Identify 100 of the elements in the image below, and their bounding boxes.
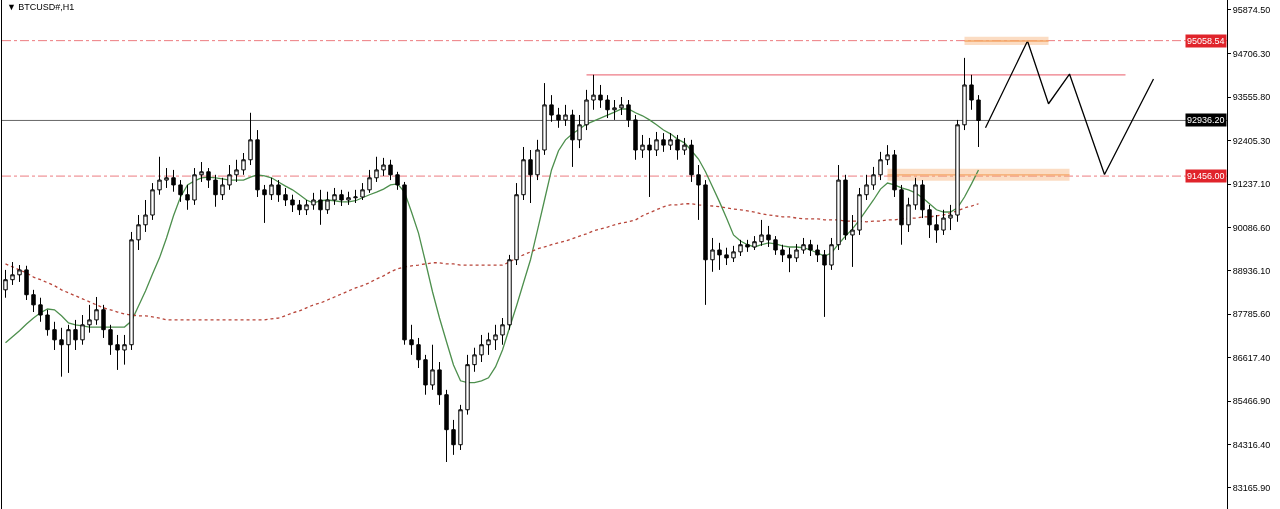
candlestick bbox=[409, 324, 414, 356]
candlestick bbox=[101, 304, 106, 339]
candlestick bbox=[773, 235, 778, 256]
y-tick-label: 85466.90 bbox=[1232, 396, 1271, 407]
candlestick bbox=[906, 197, 911, 233]
candlestick bbox=[605, 94, 610, 119]
candlestick bbox=[283, 187, 288, 207]
candlestick bbox=[472, 347, 477, 373]
candlestick bbox=[801, 237, 806, 255]
candlestick bbox=[850, 214, 855, 268]
candlestick bbox=[339, 189, 344, 207]
candlestick bbox=[465, 354, 470, 416]
candlestick bbox=[528, 149, 533, 204]
candlestick bbox=[920, 179, 925, 219]
candlestick bbox=[654, 131, 659, 157]
candlestick bbox=[794, 243, 799, 263]
candlestick bbox=[682, 137, 687, 156]
candlestick bbox=[486, 332, 491, 356]
candlestick bbox=[213, 174, 218, 208]
line-series bbox=[4, 203, 980, 321]
candlestick bbox=[717, 242, 722, 271]
candlestick bbox=[458, 404, 463, 451]
candlestick bbox=[514, 182, 519, 266]
candlestick bbox=[843, 174, 848, 241]
candlestick bbox=[318, 189, 323, 226]
candlestick bbox=[59, 327, 64, 378]
candlestick bbox=[10, 261, 15, 286]
candlestick bbox=[437, 361, 442, 406]
candlestick bbox=[73, 319, 78, 351]
candlestick bbox=[598, 84, 603, 109]
candlestick bbox=[696, 164, 701, 221]
candlestick bbox=[633, 114, 638, 161]
candlestick bbox=[675, 134, 680, 161]
candlestick bbox=[164, 167, 169, 189]
candlestick bbox=[892, 149, 897, 198]
candlestick bbox=[360, 182, 365, 201]
candlestick bbox=[297, 199, 302, 216]
candlestick bbox=[17, 264, 22, 283]
candlestick bbox=[178, 179, 183, 203]
candlestick bbox=[262, 184, 267, 224]
candlestick bbox=[661, 132, 666, 153]
chart-title: ▼ BTCUSD#,H1 bbox=[6, 2, 75, 13]
candlestick bbox=[745, 239, 750, 253]
candlestick bbox=[31, 289, 36, 313]
candlestick bbox=[206, 167, 211, 189]
candlestick bbox=[549, 94, 554, 123]
candlestick bbox=[738, 239, 743, 257]
candlestick bbox=[577, 114, 582, 149]
candlestick bbox=[815, 244, 820, 263]
candlestick bbox=[619, 96, 624, 116]
candlestick bbox=[556, 107, 561, 129]
candlestick bbox=[367, 169, 372, 194]
y-tick-label: 84316.40 bbox=[1232, 439, 1271, 450]
candlestick bbox=[934, 214, 939, 244]
candlestick bbox=[423, 354, 428, 396]
candlestick bbox=[122, 334, 127, 366]
candlestick bbox=[668, 132, 673, 151]
candlestick bbox=[493, 324, 498, 351]
y-tick-label: 83165.90 bbox=[1232, 482, 1271, 493]
candlestick bbox=[759, 219, 764, 247]
candlestick bbox=[689, 139, 694, 183]
candlestick bbox=[535, 139, 540, 181]
candlestick bbox=[199, 161, 204, 183]
candlestick bbox=[269, 177, 274, 201]
y-tick-label: 91237.10 bbox=[1232, 179, 1271, 190]
candlestick bbox=[227, 164, 232, 191]
candlestick bbox=[192, 167, 197, 206]
candlestick bbox=[885, 144, 890, 166]
candlestick bbox=[563, 104, 568, 127]
y-tick-label: 94706.30 bbox=[1232, 49, 1271, 60]
candlestick bbox=[241, 152, 246, 176]
candlestick bbox=[591, 74, 596, 111]
candlestick bbox=[87, 304, 92, 334]
candlestick bbox=[332, 187, 337, 206]
candlestick bbox=[955, 119, 960, 223]
candlestick bbox=[808, 239, 813, 257]
candlestick bbox=[276, 179, 281, 203]
candlestick bbox=[311, 192, 316, 211]
candlestick bbox=[507, 254, 512, 331]
candlestick bbox=[381, 157, 386, 177]
y-tick-label: 92405.30 bbox=[1232, 135, 1271, 146]
candlestick bbox=[710, 237, 715, 273]
candlestick bbox=[304, 199, 309, 216]
ref-line-label: 95058.54 bbox=[1187, 36, 1225, 46]
candlestick bbox=[969, 74, 974, 111]
candlestick bbox=[346, 191, 351, 206]
y-tick-label: 86617.40 bbox=[1232, 353, 1271, 364]
candlestick bbox=[780, 244, 785, 263]
candlestick bbox=[941, 209, 946, 236]
candlestick bbox=[479, 334, 484, 363]
candlestick bbox=[66, 324, 71, 374]
candlestick bbox=[136, 214, 141, 251]
candlestick bbox=[857, 187, 862, 236]
candlestick bbox=[325, 191, 330, 215]
candlestick bbox=[143, 199, 148, 233]
line-series bbox=[984, 40, 1155, 176]
candlestick bbox=[626, 99, 631, 128]
candlestick bbox=[913, 177, 918, 211]
candlestick bbox=[976, 94, 981, 148]
candlestick bbox=[822, 249, 827, 318]
